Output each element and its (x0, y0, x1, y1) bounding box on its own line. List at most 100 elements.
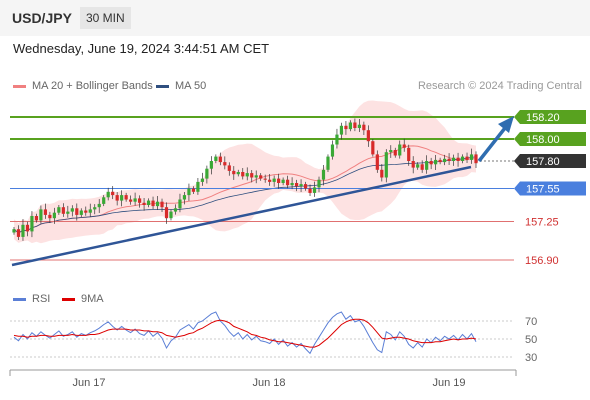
candle-body (357, 124, 361, 128)
ma20-label: MA 20 + Bollinger Bands (32, 80, 153, 92)
candle-body (205, 168, 209, 179)
legend-rsi-ma: 9MA (62, 293, 104, 305)
candle-body (272, 178, 276, 182)
candle-body (182, 195, 187, 200)
candle-body (191, 188, 196, 192)
level-label-158.20: 158.20 (526, 112, 560, 124)
candle-body (151, 200, 155, 207)
candle-body (434, 159, 438, 165)
candle-body (281, 179, 285, 183)
candle-body (84, 210, 88, 213)
candle-body (66, 211, 70, 214)
candle-body (460, 156, 465, 161)
timeframe-button[interactable]: 30 MIN (80, 7, 131, 29)
candle-body (97, 203, 101, 208)
level-tag-157.55 (514, 181, 586, 196)
candle-body (137, 198, 142, 203)
legend-ma50: MA 50 (156, 80, 206, 92)
candle-body (326, 156, 330, 170)
candle-body (402, 144, 406, 148)
ma20-swatch (13, 84, 26, 88)
candle-body (398, 144, 402, 156)
candle-body (48, 214, 52, 219)
candle-body (236, 172, 240, 175)
candle-body (438, 159, 442, 163)
candle-body (21, 224, 25, 237)
candle-body (106, 191, 110, 198)
level-tag-158.00 (514, 132, 586, 146)
last-price-label: 157.80 (526, 156, 560, 168)
candle-body (34, 216, 39, 221)
rsi-ma-swatch (62, 297, 75, 301)
candle-body (451, 157, 456, 161)
candle-body (411, 161, 415, 168)
candle-body (286, 179, 290, 186)
candle-body (317, 179, 321, 188)
rsi-line (13, 311, 477, 355)
x-tick-label: Jun 17 (72, 377, 105, 389)
candle-body (93, 207, 97, 210)
candle-body (102, 197, 106, 204)
candle-body (70, 208, 74, 212)
candle-body (443, 158, 447, 163)
candle-body (30, 216, 34, 232)
candle-body (469, 154, 474, 160)
rsi-tick-30: 30 (525, 352, 537, 364)
candle-body (75, 208, 79, 215)
candle-body (335, 134, 339, 145)
candle-body (254, 175, 258, 178)
candle-body (303, 184, 308, 189)
candle-body (407, 147, 411, 161)
candle-body (425, 161, 429, 170)
candle-body (393, 150, 397, 156)
rsi-swatch (13, 297, 26, 301)
projection-arrow-head (498, 116, 514, 133)
candle-body (142, 202, 146, 205)
candle-body (366, 130, 370, 142)
bollinger-band (14, 100, 476, 244)
timestamp: Wednesday, June 19, 2024 3:44:51 AM CET (13, 41, 270, 56)
candle-body (308, 188, 312, 193)
level-label-157.55: 157.55 (526, 184, 560, 196)
rsi-tick-70: 70 (525, 316, 537, 328)
uptrend-line (11, 165, 472, 267)
candle-body (133, 198, 137, 202)
candle-body (16, 229, 21, 237)
candle-body (25, 224, 30, 232)
candle-body (227, 165, 231, 171)
candle-body (456, 157, 460, 161)
candle-body (353, 122, 357, 128)
ma50-swatch (156, 84, 169, 88)
legend-rsi: RSI (13, 293, 50, 305)
candle-body (124, 195, 128, 200)
projection-arrow-shaft (477, 126, 507, 163)
candle-body (245, 173, 249, 177)
candle-body (111, 191, 115, 196)
candle-body (312, 187, 317, 193)
candle-body (416, 164, 420, 168)
candle-body (232, 170, 236, 175)
candle-body (52, 212, 56, 219)
candle-body (178, 199, 182, 209)
candle-body (223, 162, 227, 166)
candle-body (214, 156, 218, 161)
ma50-line (13, 156, 477, 234)
candle-body (209, 161, 213, 169)
symbol-label[interactable]: USD/JPY (12, 10, 72, 26)
candle-body (268, 179, 272, 182)
candle-body (321, 169, 326, 180)
rsi-ma-label: 9MA (81, 293, 104, 305)
candle-body (155, 201, 160, 207)
candle-body (429, 161, 433, 165)
candle-body (344, 125, 348, 130)
candle-body (389, 150, 393, 153)
level-label-158.00: 158.00 (526, 134, 560, 146)
candle-body (263, 178, 267, 180)
candle-body (120, 195, 124, 201)
rsi-label: RSI (32, 293, 51, 305)
candle-body (474, 154, 478, 164)
candle-body (218, 156, 222, 163)
candle-body (375, 154, 379, 170)
candle-body (294, 183, 299, 187)
